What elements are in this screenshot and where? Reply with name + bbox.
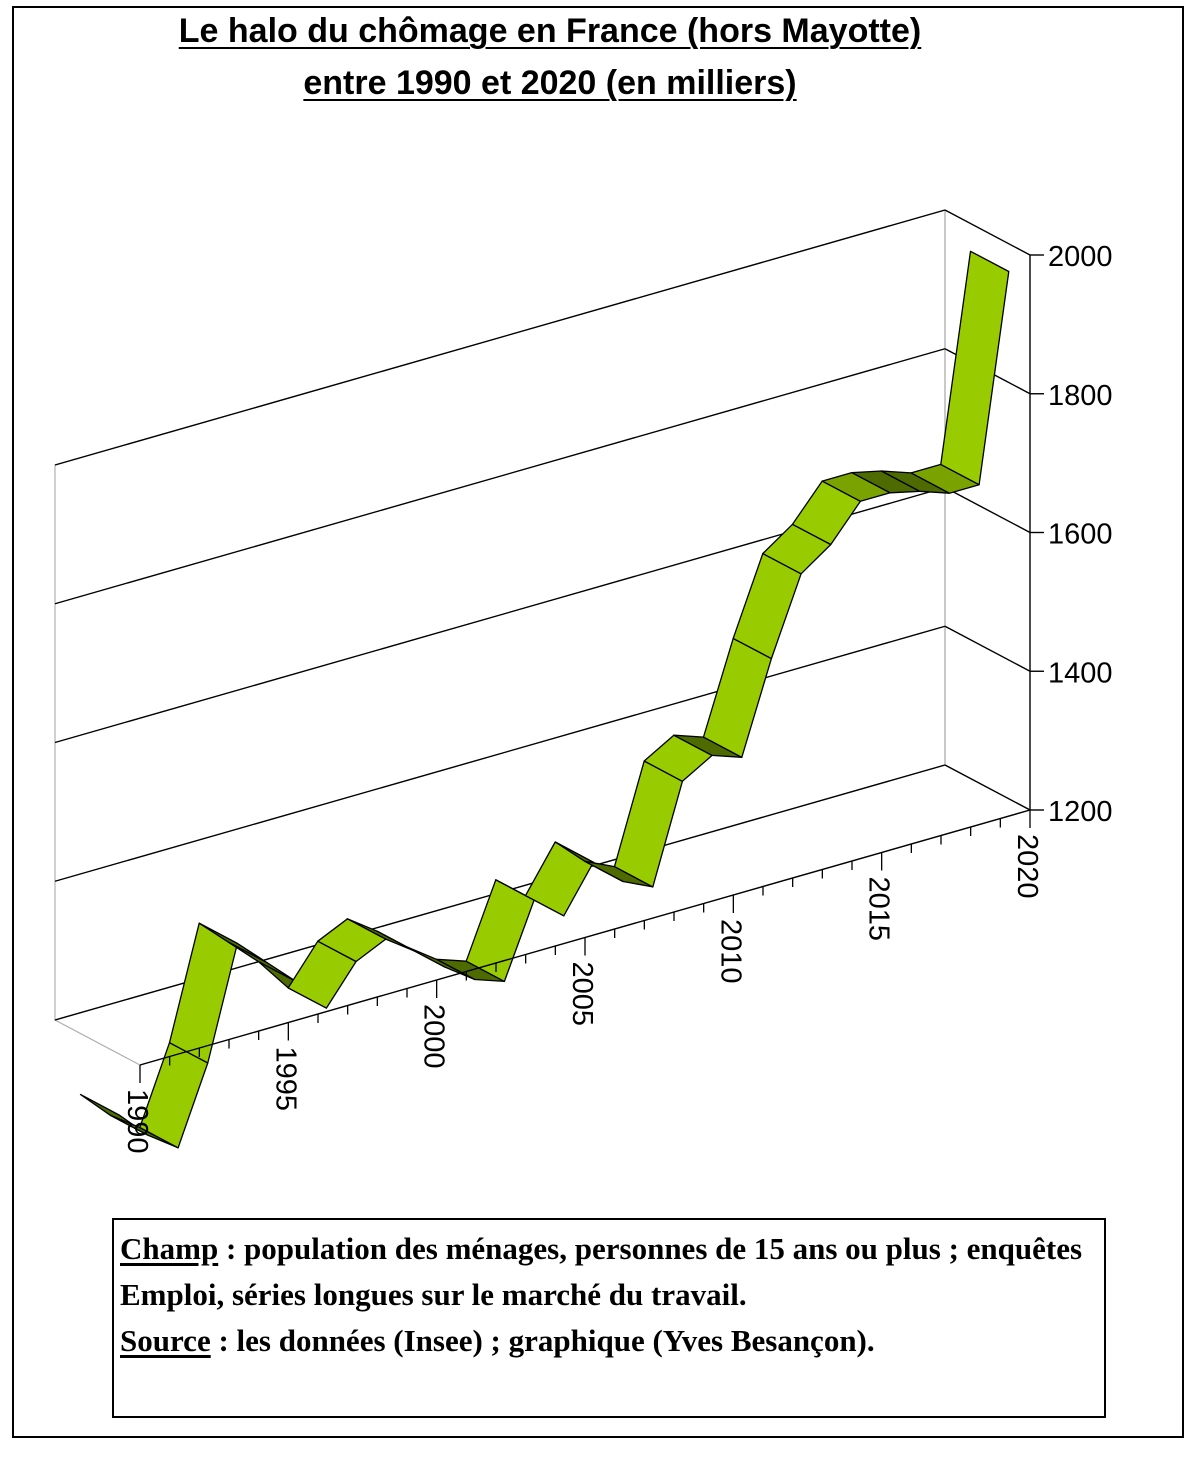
y-tick-label: 1800 bbox=[1048, 380, 1113, 412]
x-tick-label: 2010 bbox=[714, 919, 746, 984]
x-tick-label: 1995 bbox=[269, 1047, 301, 1112]
chart-title-line-1: Le halo du chômage en France (hors Mayot… bbox=[178, 12, 922, 50]
chart-series-ribbon bbox=[79, 250, 1010, 1149]
x-tick-label: 2015 bbox=[863, 877, 895, 942]
x-tick-label: 2005 bbox=[566, 962, 598, 1027]
x-tick-label: 2000 bbox=[418, 1004, 450, 1069]
ribbon-segment-2008 bbox=[613, 760, 684, 888]
gridline-side bbox=[944, 486, 1031, 534]
gridline-side bbox=[944, 209, 1031, 256]
champ-text: : population des ménages, personnes de 1… bbox=[120, 1231, 1083, 1312]
chart-frame bbox=[12, 6, 1184, 1438]
ribbon-segment-1993 bbox=[168, 922, 239, 1064]
chart-axes: 1200 1400 1600 1800 2000 1990 1995 2000 2005 2010… bbox=[121, 241, 1113, 1154]
source-note-box: Champ : population des ménages, personne… bbox=[112, 1218, 1106, 1418]
gridline-side bbox=[944, 625, 1031, 672]
champ-label: Champ bbox=[120, 1231, 219, 1266]
gridline-side bbox=[944, 764, 1031, 811]
y-tick-label: 1400 bbox=[1048, 657, 1113, 689]
ribbon-segment-2019 bbox=[940, 250, 1010, 486]
y-tick-label: 1200 bbox=[1048, 796, 1113, 828]
source-label: Source bbox=[120, 1323, 211, 1358]
y-tick-label: 2000 bbox=[1048, 241, 1113, 273]
gridline bbox=[54, 209, 946, 466]
chart-title-line-2: entre 1990 et 2020 (en milliers) bbox=[303, 64, 797, 102]
x-tick-label: 2020 bbox=[1011, 834, 1043, 899]
y-tick-label: 1600 bbox=[1048, 519, 1113, 551]
ribbon-segment-2005 bbox=[524, 841, 595, 917]
gridline bbox=[54, 348, 946, 605]
gridline bbox=[54, 625, 946, 882]
source-text: : les données (Insee) ; graphique (Yves … bbox=[210, 1323, 875, 1358]
x-tick-label: 1990 bbox=[121, 1089, 153, 1154]
ribbon-segment-2012 bbox=[732, 552, 802, 660]
chart-area: 1200 1400 1600 1800 2000 1990 1995 2000 2005 2010… bbox=[53, 209, 1113, 1154]
ribbon-segment-2011 bbox=[702, 637, 773, 758]
